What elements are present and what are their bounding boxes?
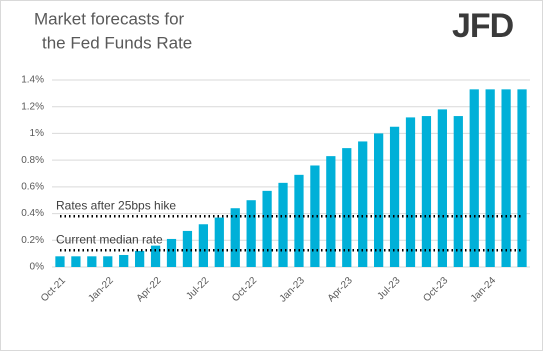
bar	[389, 126, 400, 267]
y-tick-label: 0%	[30, 262, 45, 273]
bar	[437, 109, 447, 267]
bar	[214, 217, 224, 267]
bar	[119, 254, 129, 267]
chart-title: Market forecasts for	[34, 9, 185, 28]
bar	[374, 133, 384, 267]
bar	[55, 256, 65, 267]
bar	[198, 224, 208, 267]
bar	[453, 116, 463, 267]
y-tick-label: 0.8%	[21, 155, 44, 166]
chart-title: the Fed Funds Rate	[42, 33, 192, 52]
reference-label: Rates after 25bps hike	[56, 198, 176, 212]
bar	[150, 245, 161, 267]
bar	[166, 238, 177, 267]
y-tick-label: 0.4%	[21, 208, 44, 219]
bar	[501, 89, 511, 267]
bar	[182, 230, 193, 267]
bar	[135, 250, 145, 267]
bar	[358, 141, 368, 267]
bar	[230, 208, 240, 267]
bar	[262, 190, 272, 267]
bar	[71, 256, 81, 267]
y-tick-label: 0.2%	[21, 235, 44, 246]
y-tick-label: 0.6%	[21, 181, 44, 192]
bar	[405, 117, 416, 268]
bar	[326, 156, 336, 267]
logo: JFD	[452, 7, 514, 45]
bar	[246, 200, 256, 267]
bar	[294, 174, 304, 267]
bar	[342, 148, 352, 267]
bar	[87, 256, 97, 267]
bar	[421, 116, 432, 267]
y-tick-label: 1%	[30, 128, 45, 139]
bar	[485, 89, 495, 267]
bar	[469, 89, 479, 267]
bar	[310, 165, 320, 267]
bar	[103, 256, 113, 267]
y-tick-label: 1.4%	[21, 75, 44, 86]
bar	[517, 89, 527, 267]
reference-label: Current median rate	[56, 232, 163, 246]
y-tick-label: 1.2%	[21, 101, 44, 112]
bar	[278, 182, 288, 267]
